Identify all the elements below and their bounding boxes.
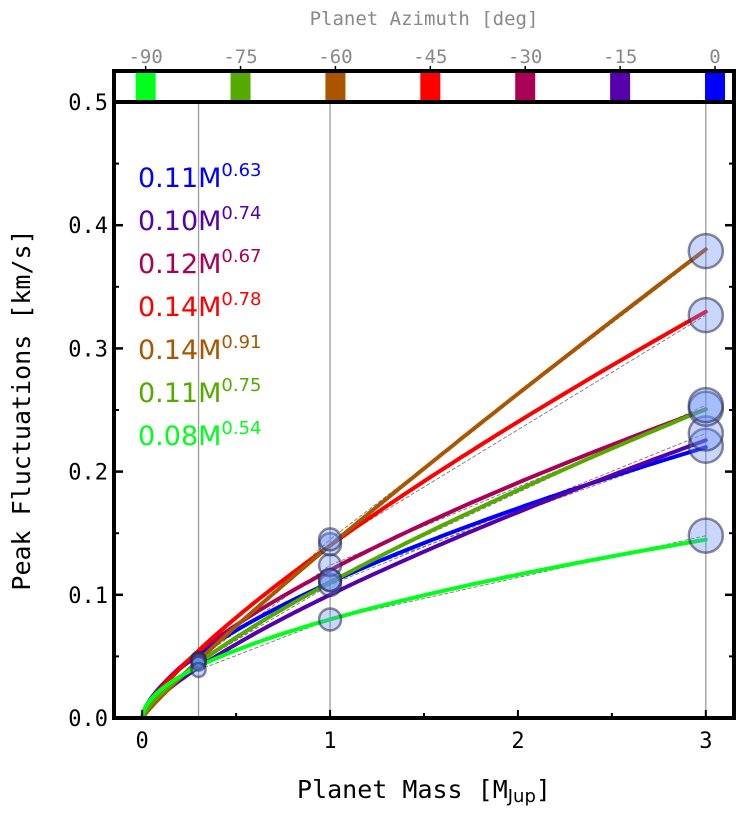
azimuth-swatch — [515, 73, 536, 102]
azimuth-tick-label: -15 — [603, 46, 637, 68]
data-point-az-60 — [687, 232, 725, 270]
fit-curves — [140, 247, 708, 720]
data-point-az-90 — [317, 607, 343, 632]
fit-formula-az-60: 0.14M0.91 — [138, 332, 262, 366]
azimuth-frame — [112, 69, 736, 104]
data-point-az-75 — [317, 567, 343, 593]
x-tick-label: 3 — [699, 729, 712, 754]
y-tick-label: 0.4 — [68, 214, 108, 239]
azimuth-tick-label: -45 — [413, 46, 447, 68]
x-tick-label: 0 — [136, 729, 149, 754]
data-point-az-90 — [687, 517, 725, 554]
azimuth-strip: -90 -75 -60 -45 -30 -15 0 — [128, 46, 726, 102]
data-point-az-75 — [687, 386, 725, 424]
vertical-reference-lines — [197, 102, 707, 718]
dashed-connector — [198, 432, 706, 663]
azimuth-tick-label: -60 — [318, 46, 352, 68]
y-tick-label: 0.1 — [68, 584, 108, 609]
top-axis-label: Planet Azimuth [deg] — [310, 8, 539, 30]
y-tick-label: 0.5 — [68, 91, 108, 116]
fit-formula-az-90: 0.08M0.54 — [138, 418, 262, 452]
azimuth-swatch — [135, 73, 156, 102]
y-axis-label: Peak Fluctuations [km/s] — [7, 229, 36, 590]
fit-curve-az0 — [140, 445, 708, 720]
fit-formula-az-15: 0.10M0.74 — [138, 203, 262, 237]
axis-ticks: 0 1 2 3 0.0 0.1 0.2 0.3 0.4 0.5 — [68, 91, 734, 754]
fit-formula-az0: 0.11M0.63 — [138, 160, 262, 194]
azimuth-swatch — [610, 73, 631, 102]
y-tick-label: 0.0 — [68, 707, 108, 732]
fit-formula-az-30: 0.12M0.67 — [138, 246, 262, 280]
fit-formula-az-45: 0.14M0.78 — [138, 289, 262, 323]
data-point-az0 — [687, 427, 725, 464]
fit-curve-az-45 — [140, 309, 708, 720]
fit-curve-az-75 — [140, 407, 708, 720]
plot-frame — [112, 100, 736, 720]
data-point-az-90 — [190, 661, 207, 679]
y-tick-label: 0.2 — [68, 461, 108, 486]
azimuth-swatch — [230, 73, 251, 102]
x-tick-label: 1 — [323, 729, 336, 754]
y-tick-label: 0.3 — [68, 337, 108, 362]
azimuth-swatch — [705, 73, 726, 102]
fit-curve-az-30 — [140, 407, 708, 720]
azimuth-swatch — [420, 73, 441, 102]
x-axis-label: Planet Mass [MJup] — [297, 775, 551, 807]
azimuth-swatch — [325, 73, 346, 102]
fit-legend: 0.11M0.63 0.10M0.74 0.12M0.67 0.14M0.78 0.14… — [138, 160, 262, 452]
azimuth-tick-label: 0 — [709, 46, 720, 68]
data-point-az-60 — [317, 527, 343, 552]
fit-curve-az-90 — [140, 537, 708, 720]
azimuth-tick-label: -75 — [223, 46, 257, 68]
data-points — [190, 232, 725, 679]
fit-formula-az-75: 0.11M0.75 — [138, 375, 262, 409]
data-point-az-45 — [687, 296, 725, 334]
azimuth-tick-label: -90 — [128, 46, 162, 68]
azimuth-tick-label: -30 — [508, 46, 542, 68]
x-tick-label: 2 — [511, 729, 524, 754]
